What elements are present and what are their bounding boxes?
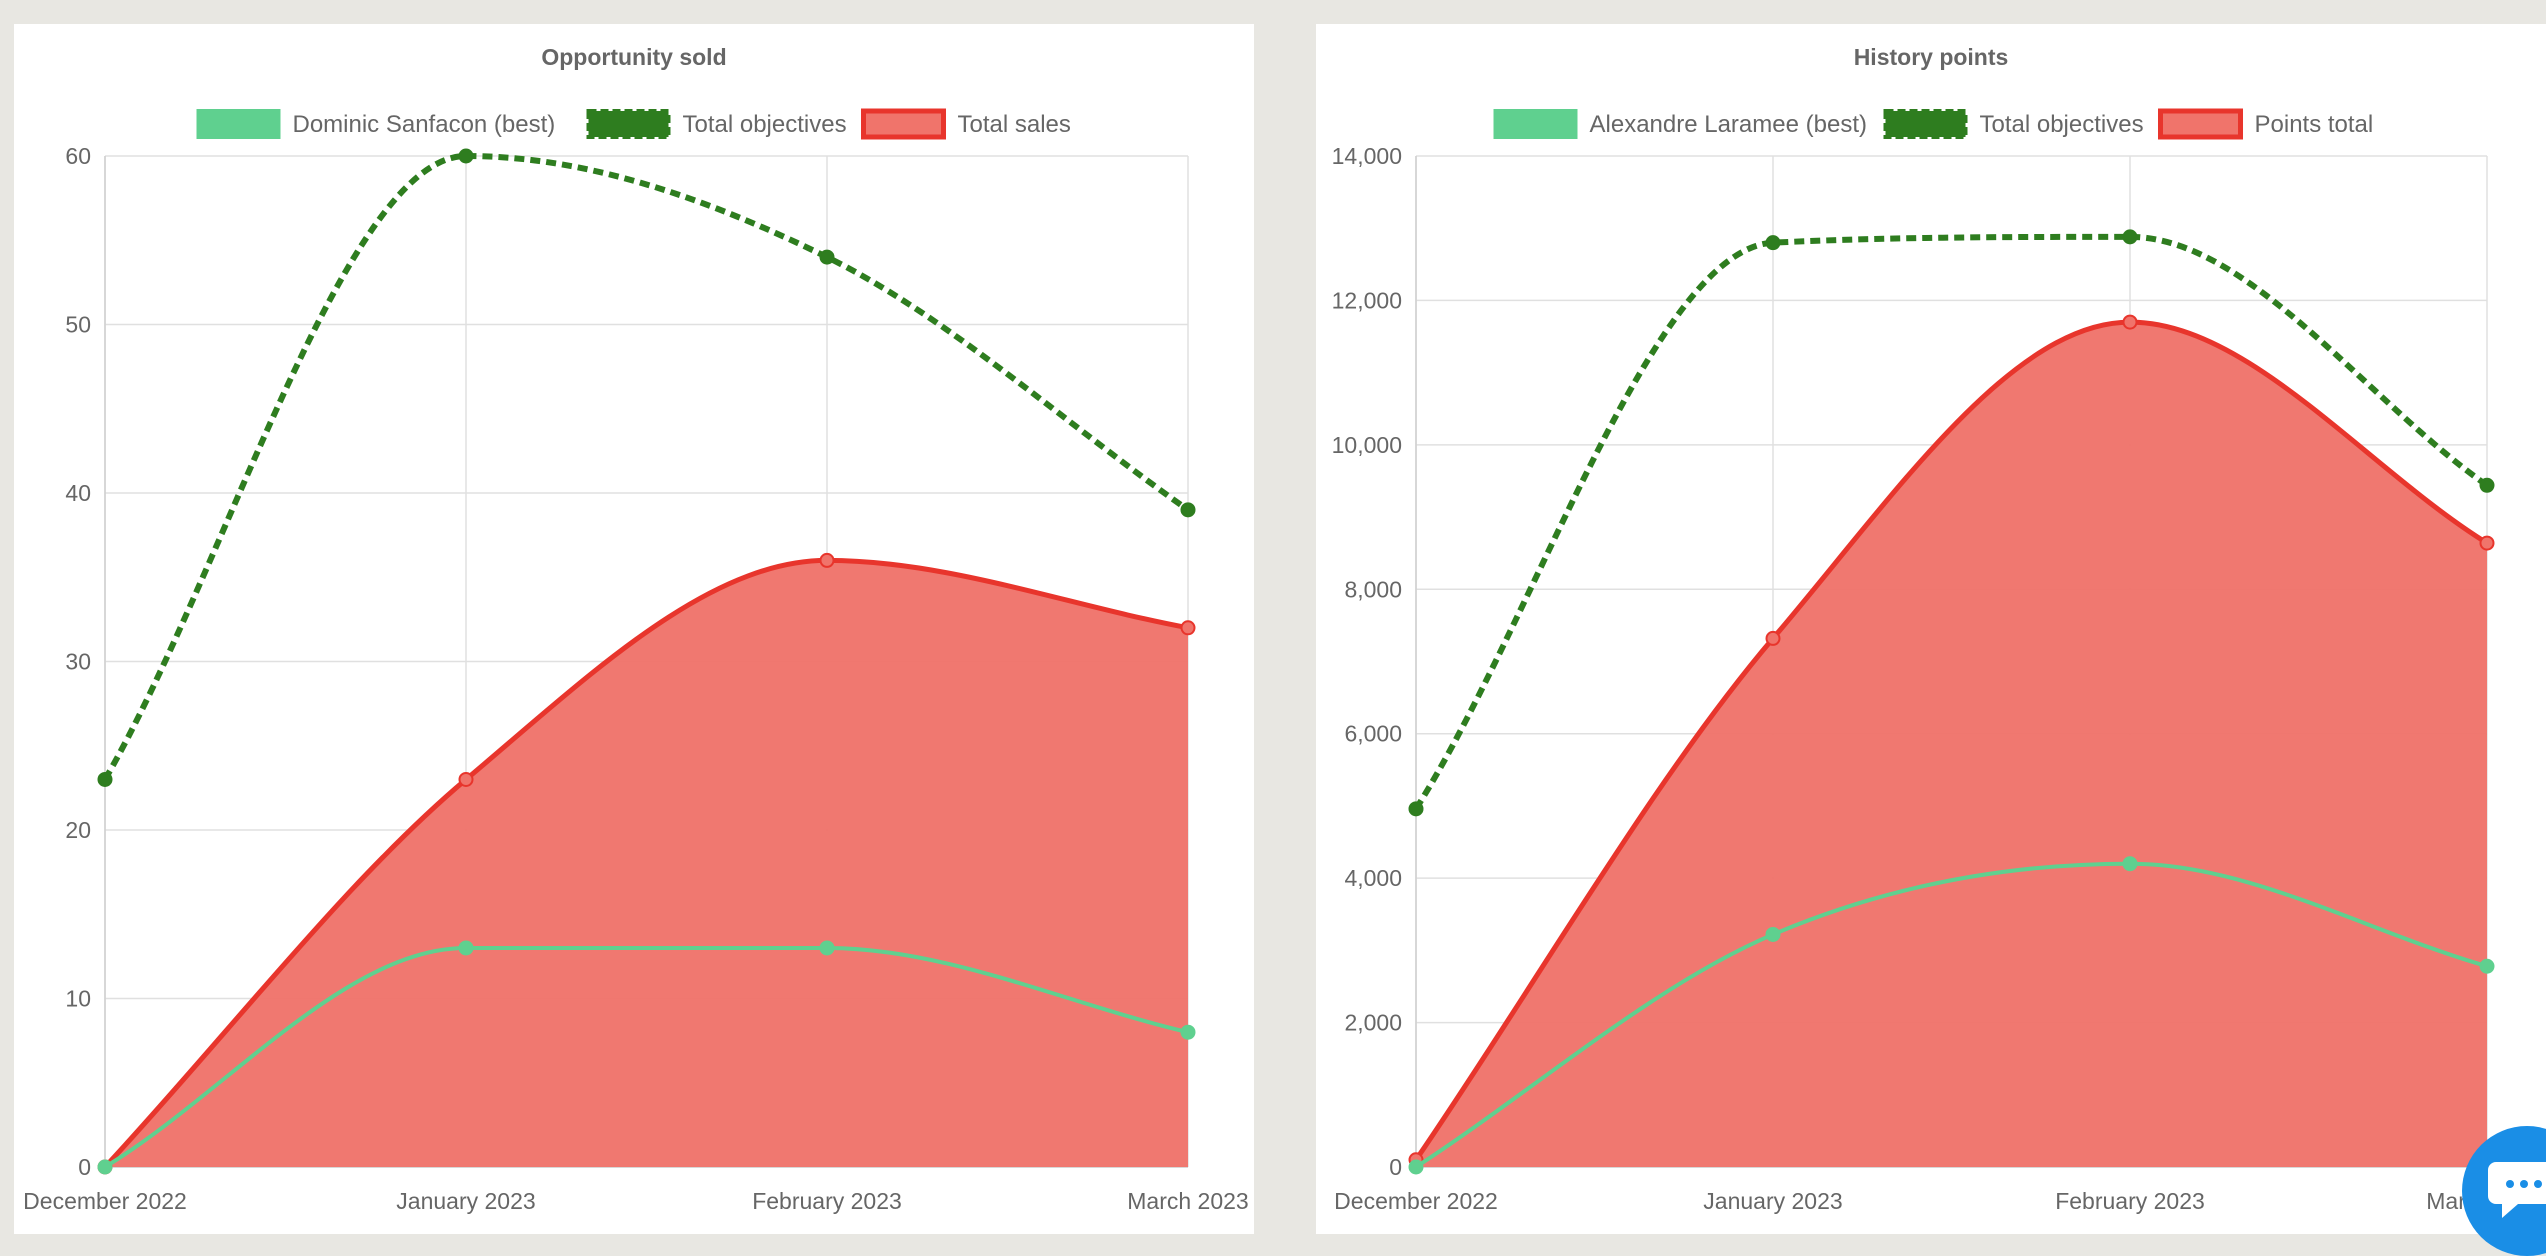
legend-swatch [2158, 108, 2243, 140]
legend-label: Total objectives [1980, 111, 2144, 138]
y-tick-label: 60 [65, 143, 91, 169]
chart-panel-opportunity-sold: Opportunity sold Dominic Sanfacon (best) T… [14, 24, 1254, 1234]
data-point[interactable] [819, 940, 835, 956]
opportunity-sold-chart: Opportunity sold Dominic Sanfacon (best) T… [23, 44, 1249, 1214]
data-point[interactable] [1408, 1159, 1424, 1175]
data-point[interactable] [2122, 856, 2138, 872]
chart-legend: Dominic Sanfacon (best) Total objectives T… [196, 108, 1071, 140]
legend-swatch [586, 109, 671, 139]
legend-item-total-objectives[interactable]: Total objectives [586, 109, 847, 139]
y-tick-label: 40 [65, 480, 91, 506]
data-point[interactable] [97, 1159, 113, 1175]
series-line [1413, 319, 2489, 1162]
y-tick-label: 6,000 [1344, 721, 1402, 747]
series-line [102, 152, 1190, 781]
legend-label: Dominic Sanfacon (best) [293, 111, 556, 138]
x-tick-label: February 2023 [752, 1188, 902, 1214]
y-tick-label: 30 [65, 649, 91, 675]
chart-legend: Alexandre Laramee (best) Total objectives… [1493, 108, 2374, 140]
series-line [1414, 861, 2488, 1169]
data-point[interactable] [458, 771, 474, 787]
data-point[interactable] [2479, 535, 2495, 551]
series-area [1416, 322, 2487, 1167]
legend-swatch [1883, 109, 1968, 139]
legend-label: Alexandre Laramee (best) [1590, 111, 1867, 138]
x-tick-label: February 2023 [2055, 1188, 2205, 1214]
y-tick-label: 2,000 [1344, 1010, 1402, 1036]
series-alexandre-laramee-best [1408, 856, 2495, 1175]
data-point[interactable] [2122, 314, 2138, 330]
legend-swatch [196, 109, 281, 139]
legend-label: Points total [2255, 111, 2374, 138]
series-line [103, 945, 1189, 1169]
series-line [103, 557, 1189, 1169]
data-point[interactable] [1408, 801, 1424, 817]
legend-item-alexandre-laramee-best[interactable]: Alexandre Laramee (best) [1493, 109, 1867, 139]
data-point[interactable] [458, 148, 474, 164]
series-points-total [1408, 314, 2495, 1168]
series-area [105, 560, 1188, 1167]
data-point[interactable] [97, 771, 113, 787]
y-tick-label: 4,000 [1344, 865, 1402, 891]
x-tick-label: January 2023 [396, 1188, 535, 1214]
chart-title: Opportunity sold [541, 44, 726, 70]
legend-item-points-total[interactable]: Points total [2158, 108, 2374, 140]
series-line [1413, 233, 2489, 811]
data-point[interactable] [1765, 630, 1781, 646]
y-tick-label: 10,000 [1332, 432, 1402, 458]
data-point[interactable] [458, 940, 474, 956]
data-point[interactable] [1765, 926, 1781, 942]
data-point[interactable] [819, 249, 835, 265]
y-tick-label: 0 [78, 1154, 91, 1180]
legend-item-total-objectives[interactable]: Total objectives [1883, 109, 2144, 139]
chart-panel-history-points: History points Alexandre Laramee (best) To… [1316, 24, 2546, 1234]
legend-swatch [861, 108, 946, 140]
y-tick-label: 20 [65, 817, 91, 843]
y-tick-label: 14,000 [1332, 143, 1402, 169]
series-total-sales [97, 552, 1196, 1175]
x-tick-label: December 2022 [23, 1188, 187, 1214]
x-tick-label: January 2023 [1703, 1188, 1842, 1214]
history-points-chart: History points Alexandre Laramee (best) To… [1332, 44, 2546, 1214]
y-tick-label: 0 [1389, 1154, 1402, 1180]
data-point[interactable] [1180, 502, 1196, 518]
series-total-objectives [97, 148, 1196, 787]
legend-swatch [1493, 109, 1578, 139]
chat-bubble-icon [2488, 1162, 2546, 1218]
chart-title: History points [1854, 44, 2009, 70]
legend-label: Total sales [958, 111, 1071, 138]
data-point[interactable] [1765, 235, 1781, 251]
series-total-objectives [1408, 229, 2495, 817]
y-tick-label: 12,000 [1332, 287, 1402, 313]
y-tick-label: 10 [65, 986, 91, 1012]
data-point[interactable] [2479, 477, 2495, 493]
data-point[interactable] [1180, 620, 1196, 636]
data-point[interactable] [2122, 229, 2138, 245]
y-tick-label: 8,000 [1344, 576, 1402, 602]
series-dominic-sanfacon-best [97, 940, 1196, 1175]
legend-item-total-sales[interactable]: Total sales [861, 108, 1071, 140]
data-point[interactable] [2479, 958, 2495, 974]
legend-item-dominic-sanfacon-best[interactable]: Dominic Sanfacon (best) [196, 109, 556, 139]
legend-label: Total objectives [683, 111, 847, 138]
data-point[interactable] [1180, 1024, 1196, 1040]
x-tick-label: December 2022 [1334, 1188, 1498, 1214]
data-point[interactable] [819, 552, 835, 568]
x-tick-label: March 2023 [1127, 1188, 1248, 1214]
y-tick-label: 50 [65, 312, 91, 338]
